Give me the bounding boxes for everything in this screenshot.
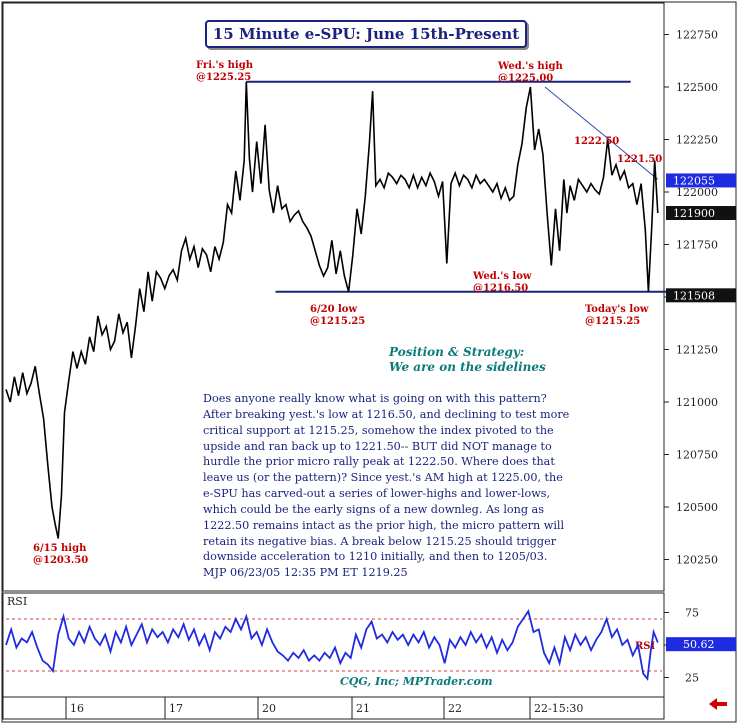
annotation-620-low-line2: @1215.25	[310, 316, 366, 327]
price-tags: 122055 121900 121508	[666, 173, 736, 303]
x-tick-label: 22	[448, 702, 462, 715]
annotation-peak-1: 1222.50	[574, 136, 620, 147]
price-tick-label: 121000	[676, 396, 718, 409]
annotation-today-low-line1: Today's low	[585, 304, 649, 315]
price-tick-label: 122500	[676, 81, 718, 94]
rsi-axis: 75502550.62	[664, 607, 736, 685]
annotation-wed-high: Wed.'s high @1225.00	[498, 61, 563, 85]
annotation-fri-high: Fri.'s high @1225.25	[196, 60, 253, 84]
rsi-panel	[2, 592, 665, 698]
commentary-text: Does anyone really know what is going on…	[203, 392, 570, 580]
rsi-value-box	[666, 637, 736, 652]
annotation-620-low: 6/20 low @1215.25	[310, 304, 365, 328]
line-downtrend	[544, 86, 659, 180]
price-tag-box	[666, 206, 736, 220]
rsi-tick-label: 75	[685, 607, 699, 620]
annotation-615-line2: @1203.50	[33, 555, 89, 566]
price-tick-label: 120500	[676, 501, 718, 514]
price-tag-label: 122055	[673, 174, 715, 187]
x-tick-label: 22-15:30	[534, 702, 583, 715]
annotation-fri-high-line1: Fri.'s high	[196, 60, 253, 71]
date-axis	[2, 696, 665, 720]
annotation-wed-high-line1: Wed.'s high	[498, 61, 563, 72]
annotation-620-low-line1: 6/20 low	[310, 304, 358, 315]
x-tick-label: 21	[356, 702, 370, 715]
price-panel	[2, 2, 665, 592]
rsi-series-label: RSI	[635, 641, 656, 652]
rsi-tick-label: 25	[685, 672, 699, 685]
annotation-fri-high-line2: @1225.25	[196, 72, 252, 83]
rsi-guides: RSI RSI	[6, 595, 662, 672]
x-tick-label: 17	[169, 702, 183, 715]
price-tick-label: 122000	[676, 186, 718, 199]
strategy-heading: Position & Strategy:	[389, 345, 525, 359]
annotation-615-line1: 6/15 high	[33, 543, 87, 554]
annotation-wed-high-line2: @1225.00	[498, 73, 554, 84]
price-tick-label: 122750	[676, 29, 718, 42]
annotation-peak-2: 1221.50	[617, 154, 663, 165]
annotation-today-low: Today's low @1215.25	[585, 304, 649, 328]
price-tag-label: 121900	[673, 207, 715, 220]
price-tick-label: 121750	[676, 239, 718, 252]
price-line	[5, 81, 659, 539]
price-tag-box	[666, 173, 736, 188]
annotation-wed-low: Wed.'s low @1216.50	[473, 271, 532, 295]
x-tick-label: 16	[70, 702, 84, 715]
annotation-615: 6/15 high @1203.50	[33, 543, 88, 567]
price-tick-label: 120750	[676, 449, 718, 462]
price-series	[5, 81, 659, 539]
strategy-text: We are on the sidelines	[389, 360, 546, 374]
scroll-left-arrow-icon[interactable]	[709, 698, 727, 710]
rsi-line	[5, 609, 659, 682]
credit-line: CQG, Inc; MPTrader.com	[340, 675, 493, 688]
price-tick-label: 121250	[676, 344, 718, 357]
price-tag-label: 121508	[673, 289, 715, 302]
chart-title: 15 Minute e-SPU: June 15th-Present	[205, 20, 527, 48]
price-tick-label: 120250	[676, 554, 718, 567]
price-tag-box	[666, 288, 736, 303]
strategy-note: Position & Strategy: We are on the sidel…	[389, 345, 546, 375]
rsi-label: RSI	[7, 595, 27, 608]
rsi-value-label: 50.62	[683, 638, 715, 651]
annotation-today-low-line2: @1215.25	[585, 316, 641, 327]
annotation-wed-low-line2: @1216.50	[473, 283, 529, 294]
price-tick-label: 122250	[676, 134, 718, 147]
rsi-series	[5, 609, 659, 682]
x-axis-ticks: 16 17 20 21 22 22-15:30	[65, 697, 583, 719]
x-tick-label: 20	[262, 702, 276, 715]
reference-lines	[246, 80, 675, 293]
annotation-wed-low-line1: Wed.'s low	[473, 271, 532, 282]
